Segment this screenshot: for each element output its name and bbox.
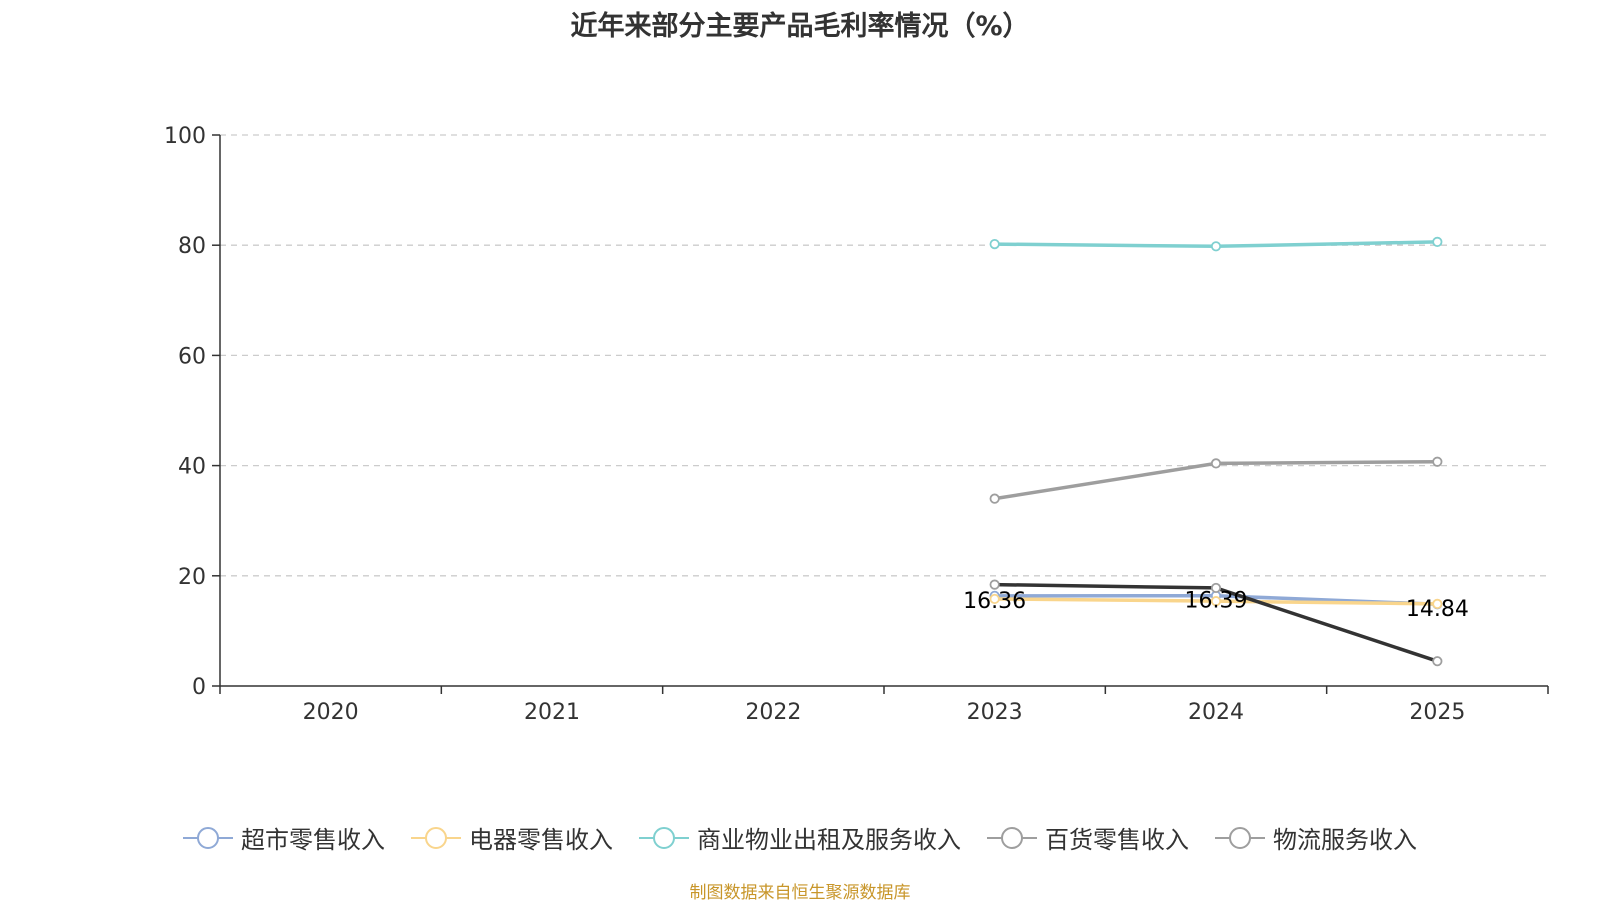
legend-line-circle-icon <box>1215 826 1265 849</box>
legend-label: 物流服务收入 <box>1273 826 1417 854</box>
legend-icon-circle <box>1229 826 1251 849</box>
series-1-point-1 <box>1210 596 1222 607</box>
series-1-point-0 <box>989 593 1000 605</box>
legend-item-1[interactable]: 电器零售收入 <box>411 820 613 855</box>
series-4-point-0 <box>989 579 1000 590</box>
series-3-point-0 <box>989 493 1000 504</box>
x-tick-label-2022: 2022 <box>745 700 801 725</box>
x-tick-label-2023: 2023 <box>967 700 1023 725</box>
legend-item-0[interactable]: 超市零售收入 <box>183 820 385 855</box>
y-tick-label-40: 40 <box>178 455 206 480</box>
x-tick-label-2020: 2020 <box>303 700 359 725</box>
legend-label: 超市零售收入 <box>241 826 385 854</box>
series-2-point-1 <box>1210 241 1222 252</box>
series-3-point-2 <box>1432 456 1443 467</box>
legend-item-3[interactable]: 百货零售收入 <box>987 820 1189 855</box>
data-label-0-3: 16.36 <box>963 589 1026 614</box>
series-2-point-2 <box>1432 236 1443 247</box>
x-tick-label-2024: 2024 <box>1188 700 1244 725</box>
data-label-0-5: 14.84 <box>1406 597 1469 622</box>
series-2-point-0 <box>989 238 1000 250</box>
legend: 超市零售收入 电器零售收入 商业物业出租及服务收入 百货零售收入 物流服务收入 <box>0 820 1600 855</box>
legend-icon-circle <box>653 826 675 849</box>
grid-lines <box>220 134 1548 577</box>
y-tick-label-80: 80 <box>178 234 206 259</box>
axes: 0 20 40 60 80 100 2020 2021 2022 2023 2024 2025 <box>164 124 1549 725</box>
y-tick-label-20: 20 <box>178 565 206 590</box>
series-4-point-2 <box>1432 656 1443 667</box>
x-tick-label-2025: 2025 <box>1409 700 1465 725</box>
legend-line-circle-icon <box>639 826 689 849</box>
legend-line-circle-icon <box>183 826 233 849</box>
legend-line-circle-icon <box>987 826 1037 849</box>
legend-item-4[interactable]: 物流服务收入 <box>1215 820 1417 855</box>
legend-line-circle-icon <box>411 826 461 849</box>
series-lines <box>989 236 1443 667</box>
legend-icon-circle <box>425 826 447 849</box>
legend-label: 百货零售收入 <box>1045 826 1189 854</box>
series-1-point-2 <box>1432 598 1443 610</box>
legend-label: 电器零售收入 <box>469 826 613 854</box>
legend-icon-circle <box>1001 826 1023 849</box>
chart-title: 近年来部分主要产品毛利率情况（%） <box>570 11 1030 42</box>
data-label-0-4: 16.39 <box>1185 589 1248 614</box>
series-4-point-1 <box>1210 582 1222 594</box>
legend-icon-circle <box>197 826 219 849</box>
y-tick-label-0: 0 <box>192 675 206 700</box>
data-labels: 16.36 16.39 14.84 <box>963 589 1469 623</box>
source-note: 制图数据来自恒生聚源数据库 <box>689 883 911 903</box>
y-tick-label-100: 100 <box>164 124 206 149</box>
legend-item-2[interactable]: 商业物业出租及服务收入 <box>639 820 961 855</box>
series-3-point-1 <box>1210 458 1222 469</box>
y-tick-label-60: 60 <box>178 344 206 369</box>
legend-label: 商业物业出租及服务收入 <box>697 826 961 854</box>
x-tick-label-2021: 2021 <box>524 700 580 725</box>
